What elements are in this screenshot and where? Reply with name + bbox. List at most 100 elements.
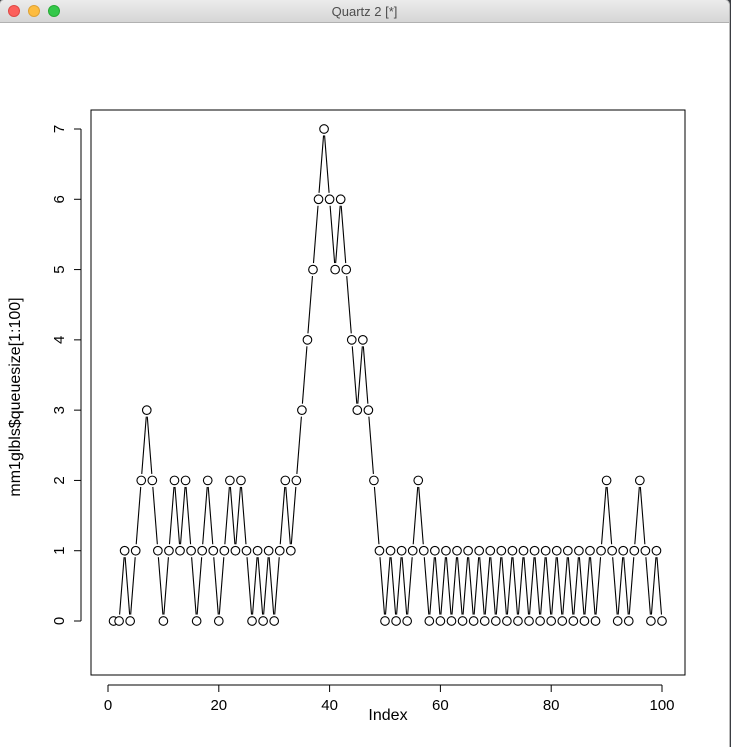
data-point [634, 475, 645, 486]
data-point [524, 616, 534, 626]
data-point [496, 545, 507, 556]
series-segment [235, 486, 241, 545]
data-point [518, 545, 529, 556]
series-segment [202, 486, 208, 545]
series-segment [456, 557, 463, 615]
plot-frame [90, 109, 686, 676]
data-point [568, 616, 579, 626]
series-segment [434, 557, 441, 615]
series-segment [634, 486, 640, 545]
data-point [452, 545, 462, 556]
y-axis-label: mm1glbls$queuesize[1:100] [7, 297, 24, 496]
data-point [280, 475, 291, 486]
data-point [513, 616, 523, 626]
series-segment [401, 557, 408, 615]
data-point [263, 545, 274, 556]
data-point [579, 616, 590, 626]
data-point [413, 475, 424, 486]
series-segment [362, 346, 369, 404]
data-point [308, 264, 318, 275]
series-segment [612, 557, 618, 615]
data-point [202, 475, 213, 486]
series-segment [501, 557, 507, 615]
x-axis: 0 20 40 60 80 100 [104, 684, 675, 714]
series-points [108, 124, 667, 626]
zoom-button[interactable] [48, 5, 60, 17]
data-point [385, 545, 396, 556]
series-segment [168, 486, 175, 545]
data-point [258, 616, 268, 626]
series-segment [141, 416, 147, 474]
data-point [369, 475, 379, 486]
title-bar[interactable]: Quartz 2 [*] [0, 0, 729, 23]
data-point [396, 545, 407, 556]
x-axis-label: Index [368, 707, 407, 724]
data-point [153, 545, 163, 556]
data-point [136, 475, 147, 486]
series-segment [240, 486, 247, 545]
series-segment [650, 557, 657, 615]
series-segment [462, 557, 469, 615]
data-point [291, 475, 302, 486]
series-segment [623, 557, 629, 615]
series-segment [534, 557, 541, 615]
y-tick-label: 2 [51, 476, 68, 484]
series-segment [617, 557, 624, 615]
series-segment [268, 557, 275, 615]
data-point [551, 545, 562, 556]
data-point [191, 616, 202, 626]
series-segment [163, 557, 169, 615]
data-point [380, 616, 390, 626]
series-segment [451, 557, 458, 615]
data-point [164, 545, 174, 556]
series-segment [124, 557, 131, 615]
series-segment [196, 557, 203, 615]
series-segment [152, 486, 158, 545]
data-point [225, 475, 235, 486]
series-segment [274, 557, 280, 615]
data-point [125, 616, 136, 626]
data-point [562, 545, 573, 556]
data-point [330, 264, 340, 275]
data-point [247, 616, 257, 626]
data-point [585, 545, 595, 556]
data-point [346, 335, 357, 345]
series-segment [119, 557, 125, 615]
series-segment [423, 557, 430, 615]
data-point [407, 545, 418, 556]
data-point [241, 545, 252, 556]
data-point [418, 545, 429, 556]
series-segment [229, 486, 236, 545]
series-segment [512, 557, 518, 615]
data-point [363, 405, 374, 415]
series-segment [373, 486, 380, 545]
series-segment [656, 557, 663, 615]
x-tick-label: 80 [543, 697, 560, 714]
series-segment [540, 557, 546, 615]
series-segment [146, 416, 153, 474]
series-segment [628, 557, 635, 615]
minimize-button[interactable] [28, 5, 40, 17]
data-point [590, 616, 601, 626]
data-point [230, 545, 241, 556]
series-segment [301, 346, 308, 404]
data-point [618, 545, 629, 556]
data-point [430, 545, 440, 556]
series-segment [573, 557, 579, 615]
data-point [623, 616, 634, 626]
series-segment [429, 557, 435, 615]
y-tick-label: 1 [51, 547, 68, 555]
data-point [180, 475, 191, 486]
series-segment [157, 557, 164, 615]
series-segment [130, 557, 136, 615]
close-button[interactable] [8, 5, 20, 17]
data-point [119, 545, 130, 556]
y-tick-label: 7 [51, 125, 68, 133]
data-point [335, 194, 346, 205]
series-segment [252, 557, 258, 615]
series-segment [384, 557, 391, 615]
data-point [502, 616, 512, 626]
data-point [141, 405, 152, 415]
data-point [435, 616, 446, 626]
data-point [130, 545, 141, 556]
